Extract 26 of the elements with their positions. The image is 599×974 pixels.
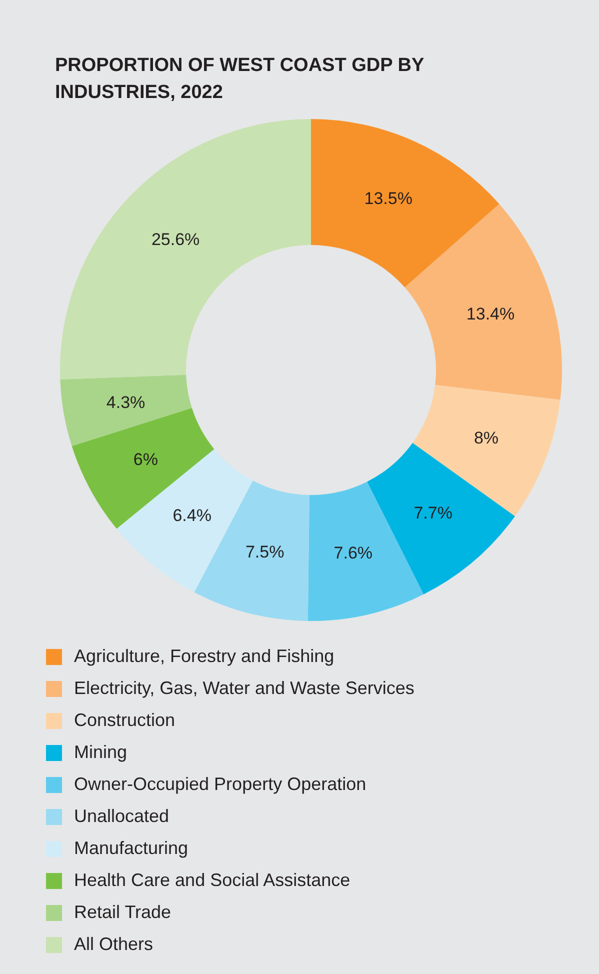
- data-label: 8%: [474, 428, 499, 448]
- legend-label: Unallocated: [74, 806, 170, 826]
- data-label: 4.3%: [106, 392, 146, 412]
- data-label: 13.4%: [466, 304, 515, 324]
- data-label: 6%: [133, 450, 158, 470]
- legend-label: Health Care and Social Assistance: [74, 870, 350, 890]
- legend-label: Electricity, Gas, Water and Waste Services: [74, 678, 414, 698]
- legend-label: Agriculture, Forestry and Fishing: [74, 646, 334, 666]
- donut-slice: [404, 204, 562, 400]
- data-label: 7.7%: [414, 503, 452, 522]
- data-label: 6.4%: [172, 506, 212, 526]
- donut-slice: [60, 119, 311, 380]
- data-label: 25.6%: [151, 230, 200, 250]
- legend-label: All Others: [74, 934, 154, 954]
- data-label: 7.5%: [245, 542, 284, 562]
- donut-slice: [60, 374, 192, 446]
- legend-label: Retail Trade: [74, 902, 172, 922]
- donut-slice: [72, 408, 214, 529]
- legend-label: Mining: [74, 742, 128, 762]
- chart-title: PROPORTION OF WEST COAST GDP BY INDUSTRIES, 2022: [55, 54, 425, 105]
- data-label: 7.6%: [334, 544, 373, 563]
- legend-label: Owner-Occupied Property Operation: [74, 774, 366, 794]
- donut-slice: [311, 119, 500, 288]
- data-label: 13.5%: [364, 189, 412, 208]
- legend-label: Construction: [74, 710, 176, 730]
- legend-label: Manufacturing: [74, 838, 188, 858]
